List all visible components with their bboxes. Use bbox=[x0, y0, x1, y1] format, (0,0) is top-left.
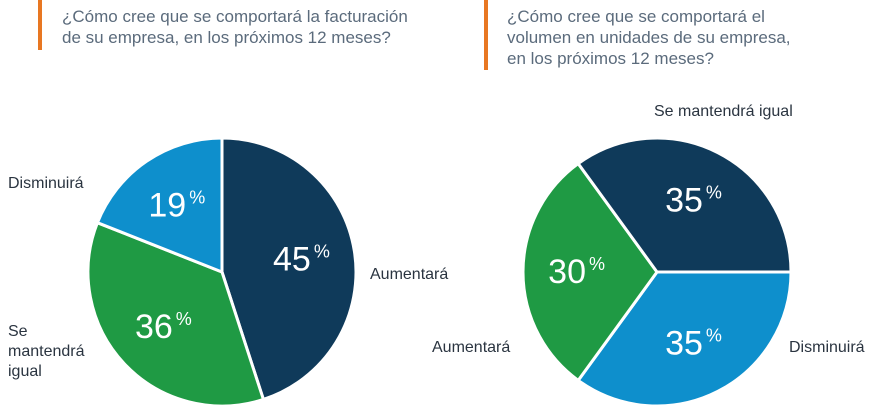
chart2-slice-1 bbox=[521, 162, 659, 382]
chart1-title: ¿Cómo cree que se comportará la facturac… bbox=[62, 6, 408, 48]
chart2-label-disminuira: Disminuirá bbox=[789, 338, 865, 358]
chart1-label-se-mantendra-igual: Se mantendrá igual bbox=[8, 322, 85, 382]
chart1-label-igual: igual bbox=[8, 363, 42, 380]
chart1-slice-0 bbox=[220, 136, 358, 401]
chart2-label-se-mantendra-igual: Se mantendrá igual bbox=[654, 102, 793, 122]
chart1-label-se: Se bbox=[8, 323, 28, 340]
chart2-slice-2-value-label: 35% bbox=[665, 181, 722, 219]
chart1-title-line-2: de su empresa, en los próximos 12 meses? bbox=[62, 28, 391, 47]
chart1-slice-2-value-label: 19% bbox=[148, 187, 205, 225]
chart1-slice-2 bbox=[95, 136, 224, 274]
chart2-label-aumentara: Aumentará bbox=[432, 338, 510, 358]
chart1-slice-1-value-label: 36% bbox=[135, 308, 192, 346]
chart2-label-aumentara-text: Aumentará bbox=[432, 339, 511, 356]
chart2-slice-2 bbox=[576, 136, 793, 274]
chart2-accent-bar bbox=[484, 0, 488, 70]
chart2-label-se-mantendra-igual-text: Se mantendrá igual bbox=[654, 103, 793, 120]
chart1-label-aumentara-text: Aumentará bbox=[370, 266, 449, 283]
chart1-label-aumentara: Aumentará bbox=[370, 265, 448, 285]
chart2-title-line-1: ¿Cómo cree que se comportará el bbox=[507, 7, 765, 26]
chart2-slice-1-value-label: 30% bbox=[548, 253, 605, 291]
chart1-slice-1 bbox=[86, 221, 265, 408]
chart2-slice-0 bbox=[576, 270, 793, 408]
chart2-label-disminuira-text: Disminuirá bbox=[789, 339, 865, 356]
chart2-slice-0-value-label: 35% bbox=[665, 325, 722, 363]
chart1-label-disminuira: Disminuirá bbox=[8, 174, 84, 194]
chart2-title-line-2: volumen en unidades de su empresa, bbox=[507, 28, 791, 47]
chart1-title-line-1: ¿Cómo cree que se comportará la facturac… bbox=[62, 7, 408, 26]
chart1-accent-bar bbox=[38, 0, 42, 50]
chart1-slice-0-value-label: 45% bbox=[273, 240, 330, 278]
chart1-label-disminuira-text: Disminuirá bbox=[8, 175, 84, 192]
chart1-label-mantendra: mantendrá bbox=[8, 343, 85, 360]
chart2-title: ¿Cómo cree que se comportará el volumen … bbox=[507, 6, 791, 69]
chart2-title-line-3: en los próximos 12 meses? bbox=[507, 49, 714, 68]
